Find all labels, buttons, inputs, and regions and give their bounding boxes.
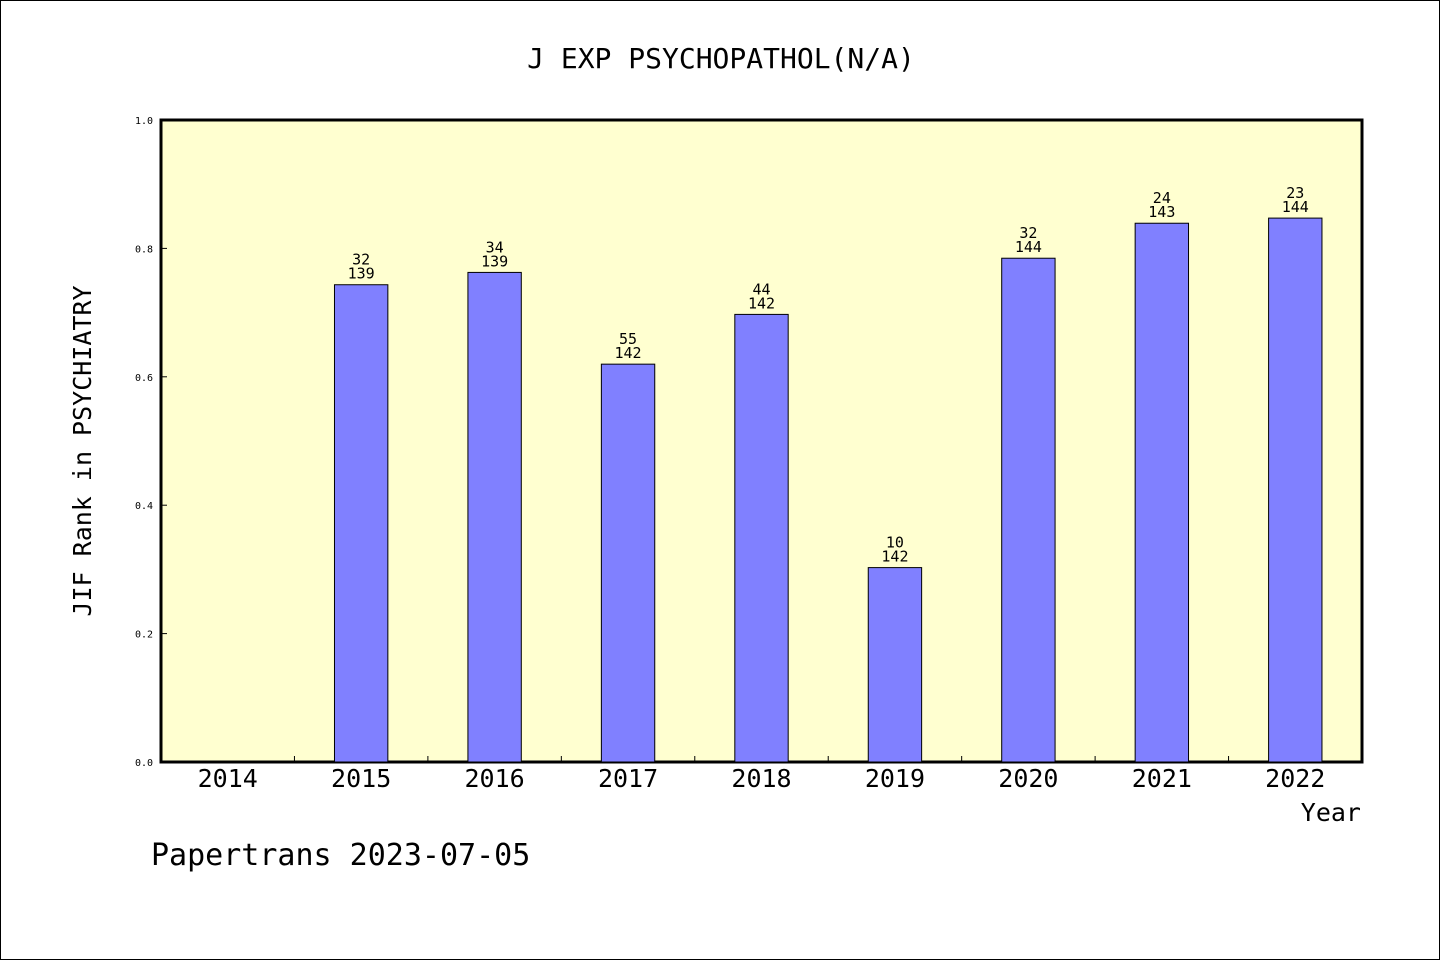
bar-total-label: 142 xyxy=(615,344,642,362)
footer-text: Papertrans 2023-07-05 xyxy=(151,838,530,873)
x-tick-label: 2020 xyxy=(998,764,1058,793)
x-axis-label: Year xyxy=(1301,798,1361,827)
bar xyxy=(1001,257,1056,763)
x-tick-label: 2015 xyxy=(331,764,391,793)
x-tick-label: 2014 xyxy=(198,764,258,793)
y-tick-label: 1.0 xyxy=(135,116,153,127)
chart-title: J EXP PSYCHOPATHOL(N/A) xyxy=(527,42,915,75)
bar xyxy=(734,313,789,763)
bar-rank-label: 32 xyxy=(352,251,370,269)
bar-total-label: 142 xyxy=(748,294,775,312)
x-tick-label: 2018 xyxy=(731,764,791,793)
bar xyxy=(333,284,389,763)
bar xyxy=(467,271,522,763)
x-tick-label: 2021 xyxy=(1132,764,1192,793)
bar-total-label: 143 xyxy=(1148,203,1175,221)
y-axis-label: JIF Rank in PSYCHIATRY xyxy=(68,285,97,616)
bar xyxy=(600,363,656,763)
y-tick-label: 0.8 xyxy=(135,244,153,255)
x-tick-label: 2016 xyxy=(465,764,525,793)
bar-rank-label: 23 xyxy=(1286,184,1304,202)
bar-rank-label: 32 xyxy=(1019,224,1037,242)
bar-rank-label: 44 xyxy=(752,280,770,298)
y-tick-label: 0.4 xyxy=(135,501,153,512)
bar-total-label: 144 xyxy=(1282,198,1309,216)
y-tick-label: 0.6 xyxy=(135,373,153,384)
y-tick-label: 0.0 xyxy=(135,758,153,769)
y-tick-label: 0.2 xyxy=(135,630,153,641)
x-tick-label: 2022 xyxy=(1265,764,1325,793)
bar xyxy=(1134,222,1190,763)
bar-total-label: 139 xyxy=(348,265,375,283)
bar-rank-label: 10 xyxy=(886,534,904,552)
x-tick-label: 2019 xyxy=(865,764,925,793)
bar xyxy=(867,567,923,763)
x-tick-label: 2017 xyxy=(598,764,658,793)
bar-total-label: 142 xyxy=(881,548,908,566)
bar-rank-label: 34 xyxy=(486,238,504,256)
bar-total-label: 139 xyxy=(481,252,508,270)
bar-rank-label: 24 xyxy=(1153,189,1171,207)
ticks-layer: 0.0 0.2 0.4 0.6 0.8 1.0 2014 2015 2016 2017 2018 20… xyxy=(135,116,1325,793)
bar-rank-label: 55 xyxy=(619,330,637,348)
bar-total-label: 144 xyxy=(1015,238,1042,256)
bar xyxy=(1268,217,1323,763)
